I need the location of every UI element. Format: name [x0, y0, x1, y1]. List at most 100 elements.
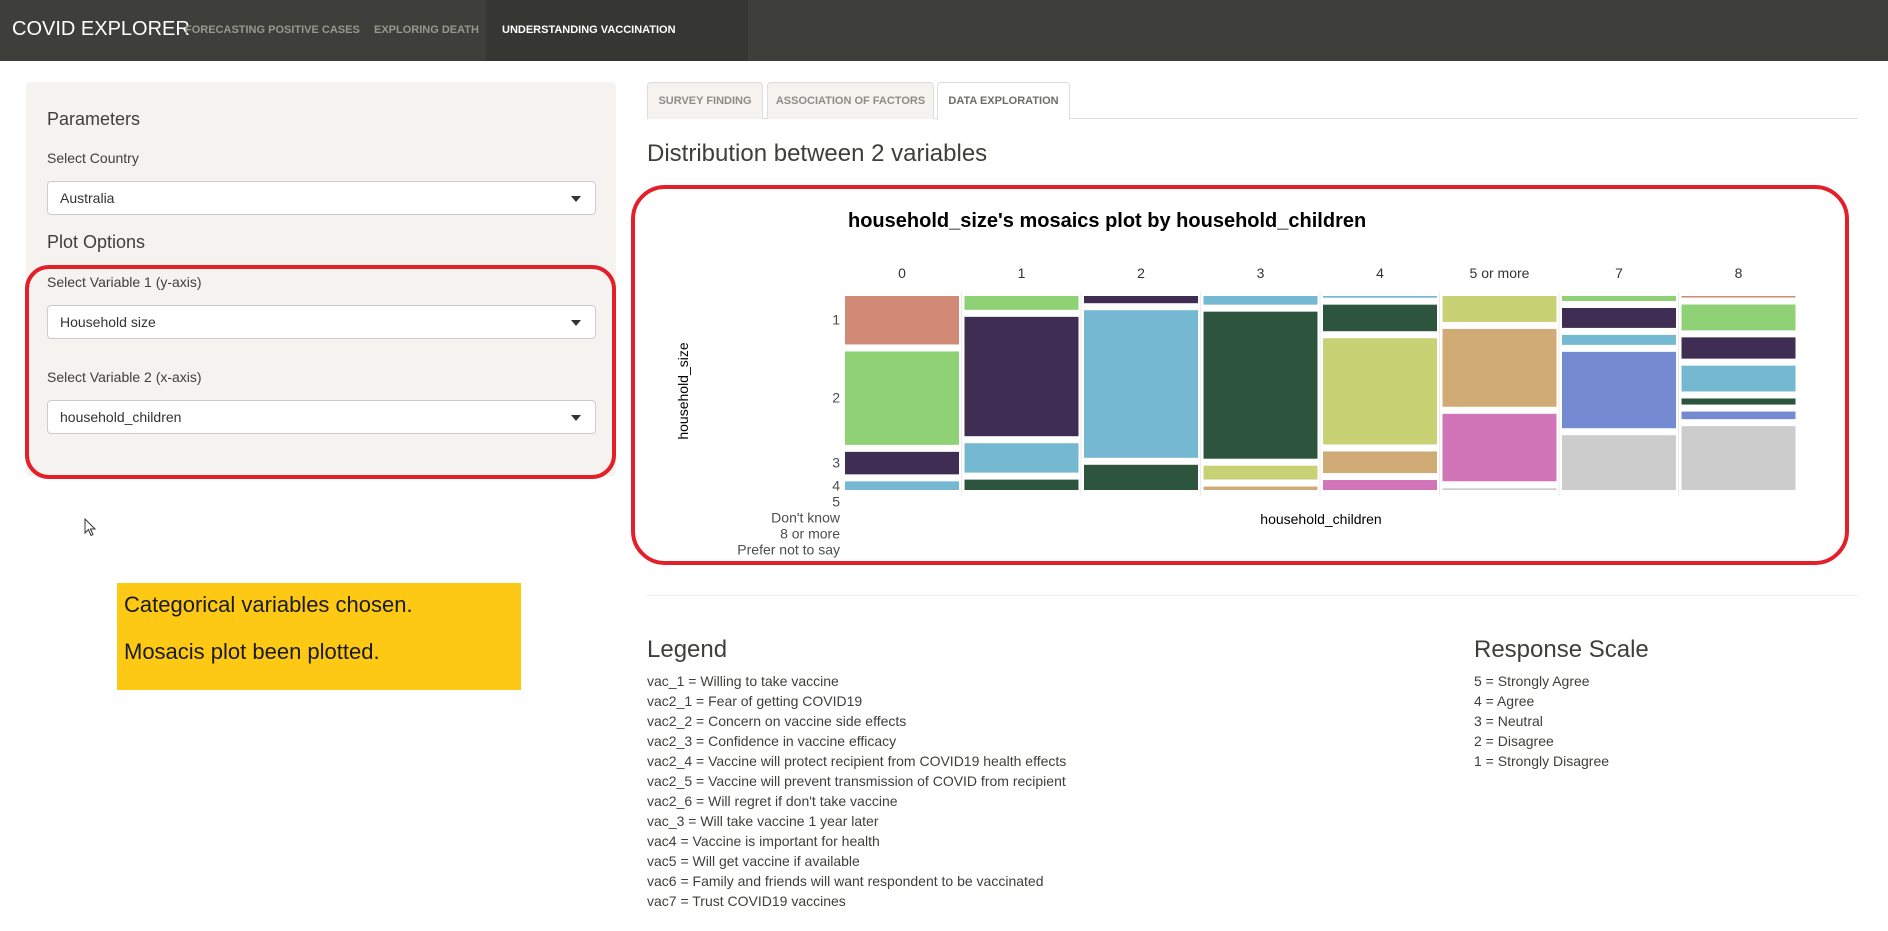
- mosaic-tile: [1562, 351, 1676, 429]
- mosaic-tile: [1203, 486, 1318, 490]
- y-tick-label: 5: [832, 493, 840, 510]
- legend-heading: Legend: [647, 636, 728, 663]
- legend-item: vac5 = Will get vaccine if available: [647, 853, 860, 869]
- scale-item: 2 = Disagree: [1474, 733, 1554, 749]
- tab-survey-finding[interactable]: SURVEY FINDING: [647, 82, 763, 119]
- mosaic-tile: [1681, 411, 1796, 420]
- mosaic-tile: [1323, 296, 1437, 298]
- mosaic-tile: [964, 316, 1079, 437]
- mosaic-tile: [845, 296, 959, 345]
- scale-item: 4 = Agree: [1474, 693, 1535, 709]
- mosaic-tile: [1681, 365, 1796, 392]
- parameters-heading: Parameters: [47, 109, 141, 129]
- mosaic-tile: [964, 296, 1079, 310]
- mosaic-tile: [1203, 311, 1318, 459]
- navbar: COVID EXPLORER FORECASTING POSITIVE CASE…: [0, 0, 1888, 97]
- mosaic-tile: [1562, 435, 1676, 490]
- var2-label: Select Variable 2 (x-axis): [47, 369, 202, 385]
- legend-item: vac2_3 = Confidence in vaccine efficacy: [647, 733, 897, 749]
- plot-title: household_size's mosaics plot by househo…: [848, 210, 1367, 232]
- mosaic-tile: [1562, 307, 1676, 328]
- annotation-note: Categorical variables chosen. Mosacis pl…: [117, 583, 521, 690]
- x-tick-label: 3: [1256, 265, 1265, 281]
- var1-select[interactable]: Household size: [47, 305, 596, 339]
- mosaic-tile: [964, 443, 1079, 473]
- mosaic-tile: [1681, 337, 1796, 359]
- legend-item: vac2_4 = Vaccine will protect recipient …: [647, 753, 1067, 769]
- mosaic-tile: [1203, 465, 1318, 480]
- mosaic-tile: [845, 481, 959, 490]
- y-tick-label: 8 or more: [780, 525, 840, 542]
- mosaic-tile: [1442, 328, 1557, 407]
- x-tick-label: 1: [1017, 265, 1026, 281]
- mosaic-tile: [1562, 296, 1676, 301]
- mosaic-tile: [1681, 304, 1796, 331]
- mosaic-tile: [1203, 296, 1318, 305]
- y-tick-label: Don't know: [771, 509, 840, 526]
- mosaic-tile: [1084, 464, 1198, 490]
- var1-label: Select Variable 1 (y-axis): [47, 274, 202, 290]
- x-tick-label: 2: [1137, 265, 1145, 281]
- highlight-plot-box: [631, 185, 1849, 565]
- x-axis-title: household_children: [1260, 511, 1382, 527]
- legend-list: vac_1 = Willing to take vaccine vac2_1 =…: [647, 671, 1066, 911]
- note-line-1: Categorical variables chosen.: [124, 592, 413, 617]
- mosaic-tile: [1323, 480, 1437, 490]
- nav-exploring-death[interactable]: EXPLORING DEATH: [374, 24, 479, 36]
- x-tick-label: 5 or more: [1469, 265, 1530, 281]
- note-line-2: Mosacis plot been plotted.: [124, 639, 380, 664]
- y-tick-label: 4: [832, 477, 840, 494]
- divider: [647, 595, 1858, 596]
- mosaic-tile: [964, 479, 1079, 490]
- mosaic-tile: [1681, 398, 1796, 405]
- response-scale-list: 5 = Strongly Agree 4 = Agree 3 = Neutral…: [1474, 671, 1609, 771]
- mosaic-tile: [1084, 296, 1198, 304]
- mosaic-tile: [1084, 310, 1198, 458]
- tab-bar: SURVEY FINDING ASSOCIATION OF FACTORS DA…: [647, 82, 1858, 120]
- nav-forecasting[interactable]: FORECASTING POSITIVE CASES: [185, 24, 360, 36]
- mosaic-tile: [1562, 334, 1676, 345]
- legend-item: vac2_6 = Will regret if don't take vacci…: [647, 793, 898, 809]
- page-title: Distribution between 2 variables: [647, 140, 988, 167]
- legend-item: vac4 = Vaccine is important for health: [647, 833, 880, 849]
- country-value: Australia: [60, 190, 115, 206]
- mosaic-tile: [1323, 451, 1437, 474]
- legend-item: vac2_1 = Fear of getting COVID19: [647, 693, 863, 709]
- legend-item: vac2_5 = Vaccine will prevent transmissi…: [647, 773, 1066, 789]
- y-tick-label: 2: [832, 389, 840, 406]
- app-brand[interactable]: COVID EXPLORER: [12, 18, 190, 40]
- mosaic-tile: [1442, 488, 1557, 490]
- highlight-variables-box: [25, 265, 616, 479]
- y-tick-label: Prefer not to say: [737, 541, 840, 558]
- response-scale-heading: Response Scale: [1474, 636, 1649, 663]
- mosaic-tile: [1323, 338, 1437, 445]
- scale-item: 5 = Strongly Agree: [1474, 673, 1590, 689]
- mosaic-plot: [845, 292, 1796, 496]
- mosaic-tile: [845, 451, 959, 475]
- mosaic-tile: [1681, 296, 1796, 298]
- mosaic-tile: [1442, 296, 1557, 322]
- mosaic-tile: [1323, 304, 1437, 332]
- var2-select[interactable]: household_children: [47, 400, 596, 434]
- y-axis-title: household_size: [675, 342, 691, 440]
- mosaic-tile: [1681, 426, 1796, 490]
- x-tick-label: 0: [898, 265, 906, 281]
- tab-data-exploration[interactable]: DATA EXPLORATION: [937, 82, 1070, 120]
- var1-value: Household size: [60, 314, 156, 330]
- var2-value: household_children: [60, 409, 182, 425]
- legend-item: vac2_2 = Concern on vaccine side effects: [647, 713, 907, 729]
- x-tick-label: 7: [1615, 265, 1623, 281]
- country-label: Select Country: [47, 150, 139, 166]
- chevron-down-icon: [571, 320, 581, 326]
- tab-association-of-factors[interactable]: ASSOCIATION OF FACTORS: [767, 82, 934, 119]
- plot-options-heading: Plot Options: [47, 232, 146, 252]
- legend-item: vac6 = Family and friends will want resp…: [647, 873, 1044, 889]
- x-tick-label: 4: [1376, 265, 1384, 281]
- legend-item: vac_3 = Will take vaccine 1 year later: [647, 813, 879, 829]
- mosaic-tile: [1442, 413, 1557, 482]
- y-tick-label: 1: [832, 311, 840, 328]
- country-select[interactable]: Australia: [47, 181, 596, 215]
- scale-item: 1 = Strongly Disagree: [1474, 753, 1610, 769]
- chevron-down-icon: [571, 415, 581, 421]
- mosaic-tile: [845, 351, 959, 445]
